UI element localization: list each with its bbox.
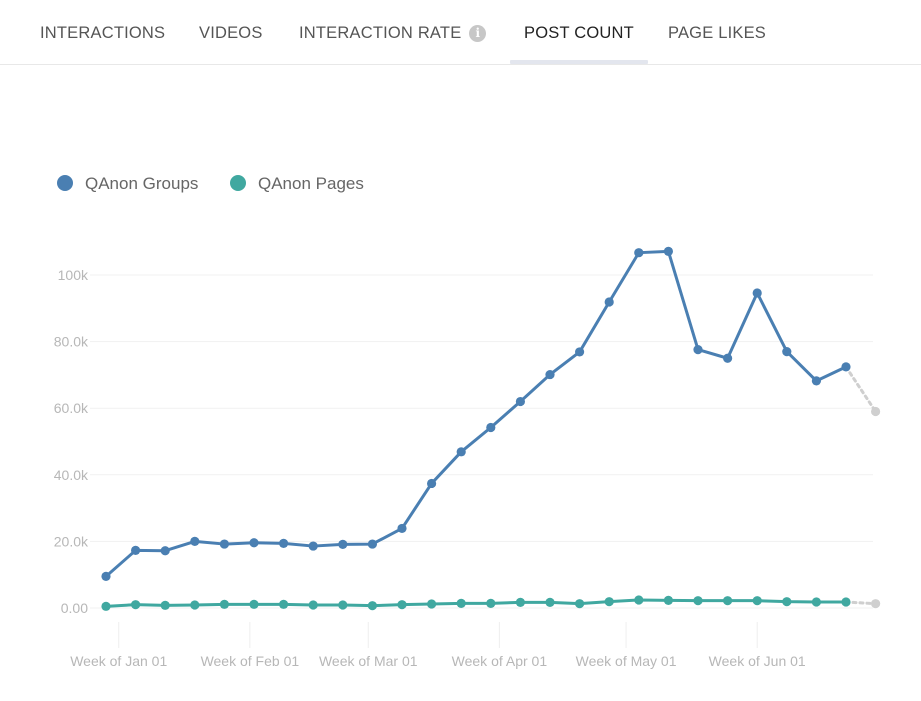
y-tick-label: 80.0k: [54, 334, 89, 350]
data-point: [160, 546, 170, 556]
data-point: [338, 539, 348, 549]
y-axis: 0.00 20.0k 40.0k 60.0k 80.0k 100k: [54, 267, 89, 616]
data-point: [634, 595, 644, 605]
data-point: [782, 597, 792, 607]
data-point: [604, 297, 614, 307]
series-points: [101, 246, 881, 611]
data-point: [515, 597, 526, 607]
data-point: [782, 346, 792, 357]
x-tick-label: Week of Feb 01: [201, 653, 300, 669]
data-point: [871, 406, 881, 417]
y-tick-label: 0.00: [61, 600, 88, 616]
tab-videos[interactable]: VIDEOS: [199, 0, 263, 64]
x-tick-label: Week of Jan 01: [70, 653, 167, 669]
data-point: [545, 369, 555, 380]
data-point: [131, 545, 141, 555]
data-point: [279, 599, 289, 609]
data-point: [811, 376, 822, 386]
data-point: [693, 344, 703, 355]
data-point: [841, 362, 851, 372]
tab-interaction-rate[interactable]: INTERACTION RATE i: [299, 0, 487, 64]
data-point: [427, 599, 437, 609]
data-point: [693, 596, 703, 606]
data-point: [841, 597, 851, 607]
partial-segment-0: [844, 365, 878, 414]
series-lines: [104, 249, 878, 608]
data-point: [338, 600, 348, 610]
data-point: [308, 600, 318, 610]
data-point: [486, 422, 496, 433]
data-point: [604, 597, 614, 607]
data-point: [101, 601, 111, 611]
legend-item-qanon-groups[interactable]: QAnon Groups: [57, 174, 198, 194]
data-point: [190, 600, 200, 610]
data-point: [723, 353, 733, 363]
data-point: [752, 596, 762, 606]
data-point: [249, 538, 259, 548]
data-point: [160, 600, 170, 610]
data-point: [486, 598, 496, 608]
data-point: [190, 536, 200, 547]
tab-label: INTERACTION RATE: [299, 24, 462, 42]
x-tick-label: Week of Apr 01: [452, 653, 548, 669]
data-point: [397, 600, 407, 610]
y-tick-label: 60.0k: [54, 400, 89, 416]
data-point: [427, 478, 437, 489]
data-point: [663, 246, 674, 256]
data-point: [219, 599, 229, 609]
tab-label: VIDEOS: [199, 24, 263, 42]
active-tab-indicator: [510, 60, 648, 64]
y-tick-label: 20.0k: [54, 533, 89, 549]
tab-label: INTERACTIONS: [40, 24, 166, 42]
x-tick-label: Week of Mar 01: [319, 653, 418, 669]
data-point: [308, 541, 318, 551]
data-point: [811, 597, 822, 607]
series-line-1: [104, 598, 848, 608]
partial-segment-1: [844, 600, 878, 606]
metric-tabs: INTERACTIONS VIDEOS INTERACTION RATE i PO…: [0, 0, 921, 65]
tab-interactions[interactable]: INTERACTIONS: [40, 0, 165, 64]
data-point: [456, 598, 466, 608]
x-tick-label: Week of Jun 01: [709, 653, 806, 669]
data-point: [663, 595, 674, 605]
data-point: [545, 597, 555, 607]
series-line-0: [104, 249, 848, 578]
legend-label: QAnon Groups: [85, 174, 199, 193]
tab-label: POST COUNT: [524, 24, 634, 42]
grid-lines: [90, 274, 873, 609]
legend-swatch: [57, 175, 73, 191]
data-point: [456, 447, 466, 457]
data-point: [397, 523, 407, 534]
tab-page-likes[interactable]: PAGE LIKES: [668, 0, 766, 64]
data-point: [367, 601, 377, 611]
data-point: [131, 600, 141, 610]
data-point: [219, 539, 229, 549]
data-point: [101, 571, 111, 581]
info-icon[interactable]: i: [469, 25, 487, 42]
tab-post-count[interactable]: POST COUNT: [510, 0, 648, 64]
data-point: [249, 599, 259, 609]
y-tick-label: 40.0k: [54, 467, 89, 483]
data-point: [752, 288, 762, 298]
x-tick-label: Week of May 01: [576, 653, 677, 669]
data-point: [723, 596, 733, 606]
y-tick-label: 100k: [58, 267, 89, 283]
legend-item-qanon-pages[interactable]: QAnon Pages: [230, 174, 364, 194]
legend-swatch: [230, 175, 246, 191]
data-point: [515, 396, 526, 407]
data-point: [871, 599, 881, 609]
tab-label: PAGE LIKES: [668, 24, 766, 42]
data-point: [279, 538, 289, 548]
data-point: [575, 599, 585, 609]
x-axis: Week of Jan 01 Week of Feb 01 Week of Mar …: [70, 622, 806, 669]
data-point: [634, 248, 644, 258]
data-point: [575, 347, 585, 357]
legend-label: QAnon Pages: [258, 174, 364, 193]
data-point: [367, 539, 377, 549]
